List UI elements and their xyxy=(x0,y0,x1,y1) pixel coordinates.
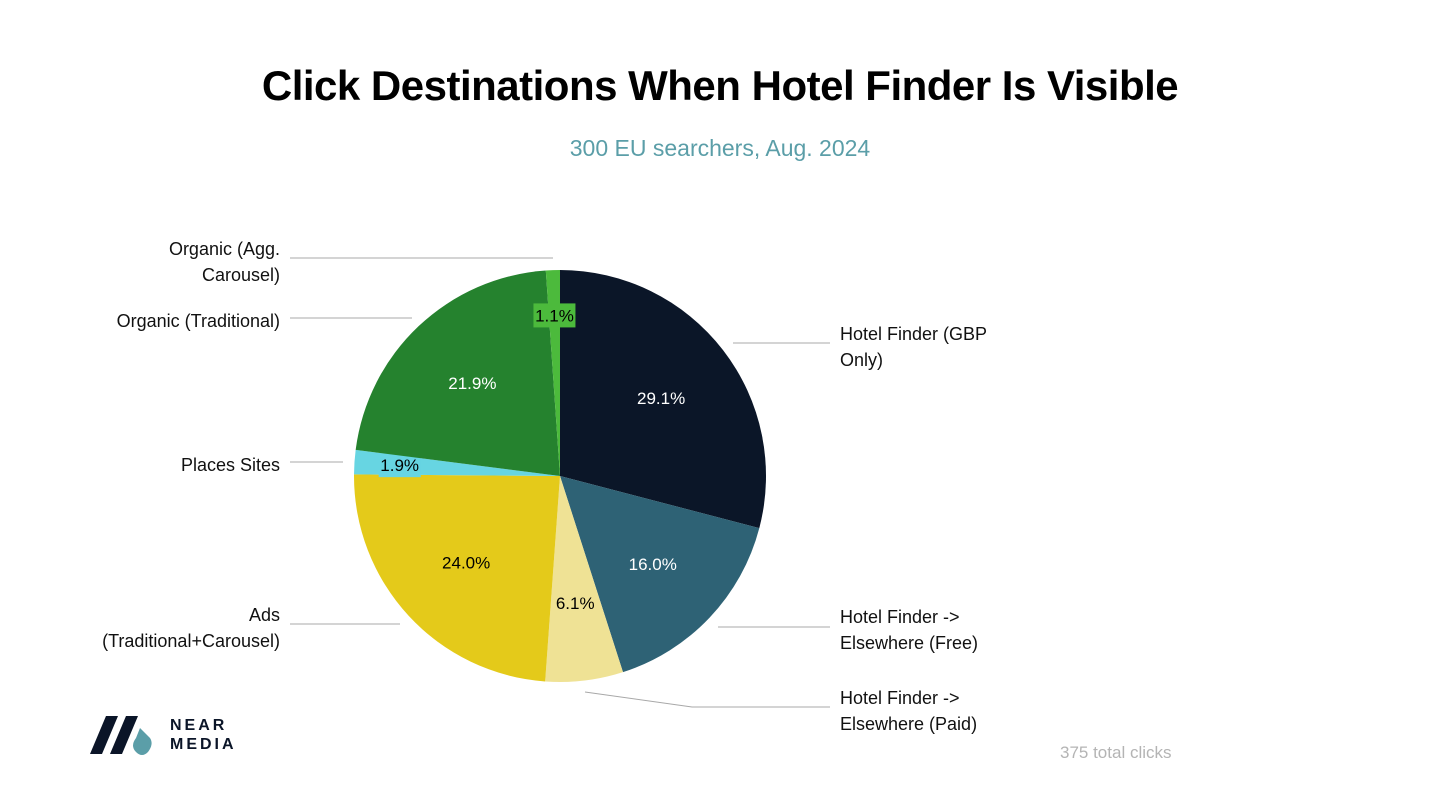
pie-slice xyxy=(560,476,760,673)
slice-value-label: 16.0% xyxy=(629,555,677,574)
pie-slice xyxy=(545,476,623,683)
near-media-logo-icon xyxy=(90,716,152,755)
slice-value-label: 1.9% xyxy=(380,456,419,475)
category-label: Elsewhere (Paid) xyxy=(840,714,977,734)
total-clicks-note: 375 total clicks xyxy=(1060,743,1172,762)
category-label: Hotel Finder -> xyxy=(840,688,960,708)
logo-line-2: MEDIA xyxy=(170,736,237,753)
logo-wordmark: NEAR MEDIA xyxy=(170,716,237,754)
category-label: Only) xyxy=(840,350,883,370)
logo-line-1: NEAR xyxy=(170,717,228,734)
chart-title: Click Destinations When Hotel Finder Is … xyxy=(261,62,1179,109)
category-label: Hotel Finder -> xyxy=(840,607,960,627)
category-label: Organic (Traditional) xyxy=(117,311,280,331)
pie-slice xyxy=(353,474,560,682)
pie-slice xyxy=(560,270,766,529)
slice-value-label: 24.0% xyxy=(442,554,490,573)
slice-value-label: 6.1% xyxy=(556,594,595,613)
category-label: (Traditional+Carousel) xyxy=(102,631,280,651)
category-label: Places Sites xyxy=(181,455,280,475)
slice-value-label: 29.1% xyxy=(637,389,685,408)
category-label: Organic (Agg. xyxy=(169,239,280,259)
slice-value-bg xyxy=(533,303,576,328)
category-label: Carousel) xyxy=(202,265,280,285)
leader-line xyxy=(584,691,830,708)
slice-value-label: 1.1% xyxy=(535,306,574,325)
category-label: Ads xyxy=(249,605,280,625)
pie-slice xyxy=(355,270,560,476)
slice-value-label: 21.9% xyxy=(448,374,496,393)
chart-subtitle: 300 EU searchers, Aug. 2024 xyxy=(569,135,871,161)
category-label: Hotel Finder (GBP xyxy=(840,324,987,344)
category-label: Elsewhere (Free) xyxy=(840,633,978,653)
